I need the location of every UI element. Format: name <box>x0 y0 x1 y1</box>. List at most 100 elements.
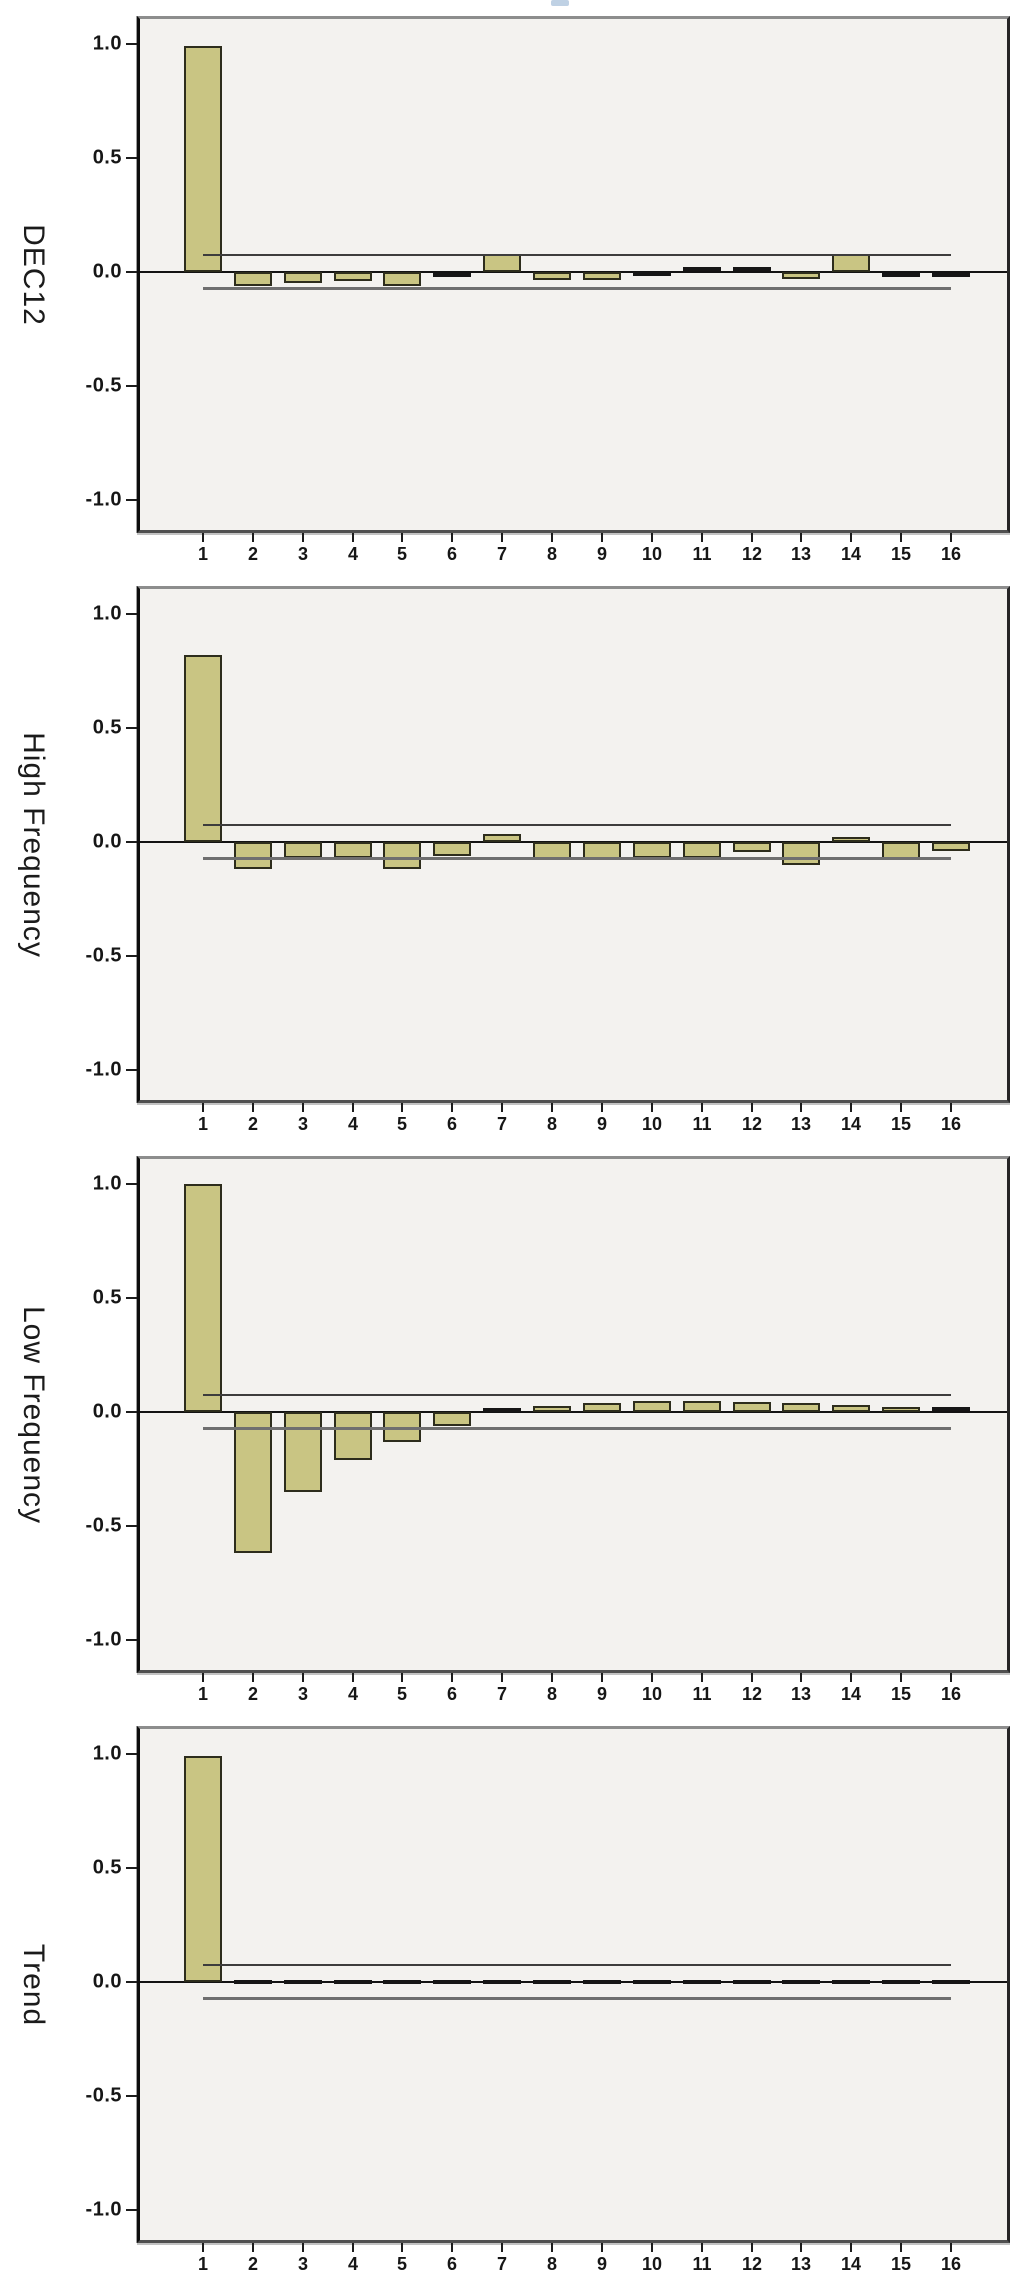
x-axis-tick-label: 7 <box>496 1114 507 1134</box>
acf-bar-lag-9 <box>583 1403 621 1412</box>
acf-bar-lag-13 <box>782 272 820 279</box>
acf-bar-lag-8 <box>533 1980 571 1984</box>
y-axis-tick <box>126 1297 137 1299</box>
acf-bar-lag-3 <box>284 842 322 858</box>
acf-bar-lag-1 <box>184 46 222 272</box>
x-axis-tick-label: 8 <box>546 1114 557 1134</box>
acf-bar-lag-4 <box>334 272 372 281</box>
acf-bar-lag-5 <box>383 842 421 869</box>
x-axis-tick <box>850 2243 852 2252</box>
x-axis-tick-label: 3 <box>297 2254 308 2274</box>
cropped-title-artifact <box>551 0 569 6</box>
acf-bar-lag-16 <box>932 842 970 851</box>
row-label-low-frequency: Low Frequency <box>17 1305 50 1525</box>
x-axis-tick-label: 3 <box>297 544 308 564</box>
row-label-dec12: DEC12 <box>17 224 50 326</box>
x-axis-tick <box>352 1673 354 1682</box>
acf-bar-lag-2 <box>234 842 272 869</box>
x-axis-tick <box>900 1103 902 1112</box>
x-axis-tick <box>900 1673 902 1682</box>
acf-bar-lag-9 <box>583 272 621 280</box>
x-axis-tick-label: 9 <box>596 1684 607 1704</box>
x-axis-tick <box>501 2243 503 2252</box>
acf-bar-lag-10 <box>633 1980 671 1984</box>
x-axis-tick <box>252 1673 254 1682</box>
acf-bar-lag-2 <box>234 272 272 286</box>
acf-bar-lag-1 <box>184 1756 222 1982</box>
x-axis-tick-label: 6 <box>446 1684 457 1704</box>
x-axis-tick <box>701 533 703 542</box>
acf-bar-lag-8 <box>533 1406 571 1412</box>
x-axis-tick-label: 13 <box>790 544 812 564</box>
x-axis-tick-label: 13 <box>790 1684 812 1704</box>
acf-bar-lag-8 <box>533 272 571 280</box>
x-axis-tick <box>501 1103 503 1112</box>
y-axis-tick <box>126 841 137 843</box>
x-axis-tick-label: 5 <box>396 544 407 564</box>
x-axis-tick <box>651 533 653 542</box>
y-axis-tick-label: 0.0 <box>92 1970 122 1993</box>
y-axis-tick-label: 1.0 <box>92 602 122 625</box>
y-axis-tick <box>126 613 137 615</box>
ci-lower-line <box>203 1427 951 1430</box>
acf-bar-lag-15 <box>882 1980 920 1984</box>
plot-area-high-frequency <box>137 586 1010 1103</box>
x-axis-tick <box>900 2243 902 2252</box>
x-axis-tick <box>302 533 304 542</box>
acf-bar-lag-12 <box>733 267 771 271</box>
x-axis-tick-label: 16 <box>940 1114 962 1134</box>
x-axis-tick <box>751 533 753 542</box>
ci-lower-line <box>203 287 951 290</box>
plot-area-trend <box>137 1726 1010 2243</box>
acf-bar-lag-12 <box>733 842 771 852</box>
y-axis-tick-label: -1.0 <box>85 1628 122 1651</box>
x-axis-tick-label: 14 <box>840 2254 862 2274</box>
acf-bar-lag-4 <box>334 842 372 858</box>
x-axis-tick-label: 2 <box>247 1114 258 1134</box>
x-axis-tick-label: 4 <box>347 1114 358 1134</box>
x-axis-tick-label: 2 <box>247 544 258 564</box>
acf-bar-lag-12 <box>733 1402 771 1412</box>
ci-lower-line <box>203 1997 951 2000</box>
acf-bar-lag-7 <box>483 1408 521 1412</box>
x-axis-tick <box>701 2243 703 2252</box>
y-axis-tick <box>126 1411 137 1413</box>
x-axis-tick <box>800 2243 802 2252</box>
x-axis-tick-label: 4 <box>347 1684 358 1704</box>
x-axis-tick-label: 12 <box>741 1114 763 1134</box>
y-axis-tick <box>126 1639 137 1641</box>
y-axis-tick-label: -0.5 <box>85 944 122 967</box>
y-axis-tick-label: -1.0 <box>85 2198 122 2221</box>
acf-bar-lag-14 <box>832 837 870 842</box>
x-axis-tick <box>302 1673 304 1682</box>
y-axis-tick <box>126 157 137 159</box>
chart-block-high-frequency: High Frequency 1.0 0.5 0.0 -0.5 -1.0 1 2 3 4 5 6 7 8 9… <box>0 570 1024 1140</box>
y-axis-tick <box>126 1753 137 1755</box>
x-axis-tick-label: 6 <box>446 1114 457 1134</box>
x-axis-tick-label: 10 <box>641 1684 663 1704</box>
acf-bar-lag-1 <box>184 655 222 842</box>
x-axis-tick <box>950 1673 952 1682</box>
x-axis-tick <box>302 2243 304 2252</box>
x-axis-tick-label: 1 <box>197 2254 208 2274</box>
x-axis-tick <box>401 533 403 542</box>
x-axis-tick <box>401 2243 403 2252</box>
x-axis-tick-label: 8 <box>546 1684 557 1704</box>
x-axis-tick-label: 15 <box>890 2254 912 2274</box>
y-axis-tick-label: 0.0 <box>92 830 122 853</box>
x-axis-tick-label: 9 <box>596 544 607 564</box>
x-axis-tick <box>202 1103 204 1112</box>
x-axis-tick-label: 3 <box>297 1114 308 1134</box>
x-axis-tick <box>751 2243 753 2252</box>
x-axis-tick <box>950 533 952 542</box>
acf-bar-lag-7 <box>483 1980 521 1984</box>
x-axis-tick <box>451 533 453 542</box>
acf-bar-lag-12 <box>733 1980 771 1984</box>
acf-bar-lag-2 <box>234 1412 272 1553</box>
acf-bar-lag-5 <box>383 1980 421 1984</box>
y-axis-tick-label: -0.5 <box>85 374 122 397</box>
acf-bar-lag-6 <box>433 273 471 277</box>
zero-line <box>140 841 1007 843</box>
x-axis-tick-label: 5 <box>396 2254 407 2274</box>
x-axis-tick-label: 11 <box>692 1684 712 1704</box>
